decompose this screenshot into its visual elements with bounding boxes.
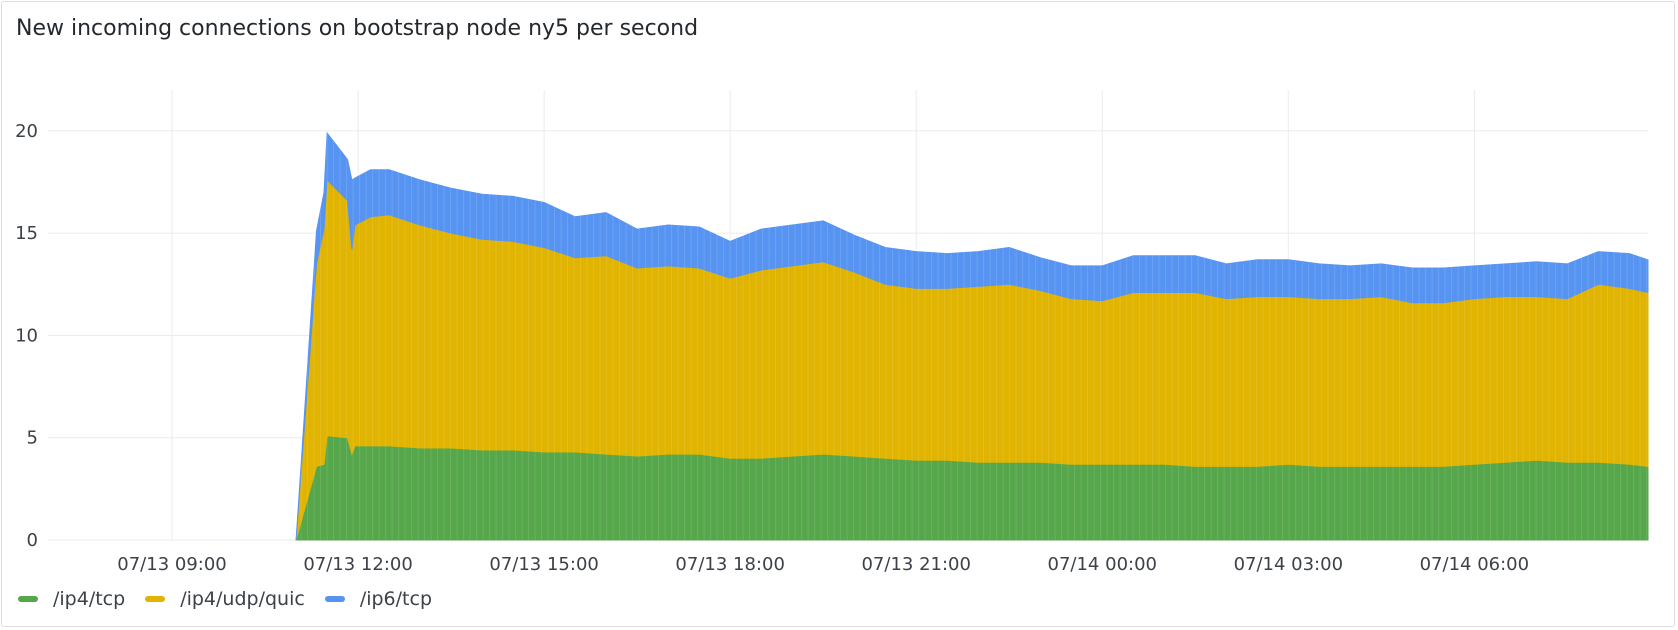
- legend-item-ip6-tcp[interactable]: /ip6/tcp: [324, 588, 432, 610]
- x-tick-label: 07/13 21:00: [861, 554, 970, 575]
- panel-title: New incoming connections on bootstrap no…: [16, 16, 699, 41]
- series-areas: [295, 90, 1649, 541]
- legend-label-ip4-tcp: /ip4/tcp: [53, 588, 126, 610]
- y-tick-label: 5: [27, 428, 38, 449]
- x-tick-label: 07/13 15:00: [489, 554, 598, 575]
- series-area-ip6-tcp: [295, 131, 1649, 541]
- y-tick-label: 10: [15, 325, 38, 346]
- legend-item-ip4-tcp[interactable]: /ip4/tcp: [18, 588, 125, 610]
- legend-swatch-ip4-udp-quic: [145, 596, 166, 602]
- legend-label-ip6-tcp: /ip6/tcp: [359, 588, 432, 610]
- y-tick-label: 20: [15, 121, 38, 142]
- x-tick-label: 07/14 06:00: [1420, 554, 1529, 575]
- x-tick-label: 07/13 09:00: [117, 554, 226, 575]
- x-tick-label: 07/13 12:00: [303, 554, 412, 575]
- legend-swatch-ip6-tcp: [324, 596, 345, 602]
- y-tick-label: 15: [15, 223, 38, 244]
- x-axis: 07/13 09:00 07/13 12:00 07/13 15:00 07/13 1…: [117, 554, 1529, 575]
- legend: /ip4/tcp /ip4/udp/quic /ip6/tcp: [18, 588, 452, 610]
- y-tick-label: 0: [27, 530, 38, 551]
- x-tick-label: 07/14 00:00: [1048, 554, 1157, 575]
- legend-item-ip4-udp-quic[interactable]: /ip4/udp/quic: [145, 588, 305, 610]
- legend-label-ip4-udp-quic: /ip4/udp/quic: [180, 588, 305, 610]
- legend-swatch-ip4-tcp: [18, 596, 38, 602]
- x-tick-label: 07/13 18:00: [675, 554, 784, 575]
- y-axis: 0 5 10 15 20: [15, 121, 38, 551]
- x-tick-label: 07/14 03:00: [1234, 554, 1343, 575]
